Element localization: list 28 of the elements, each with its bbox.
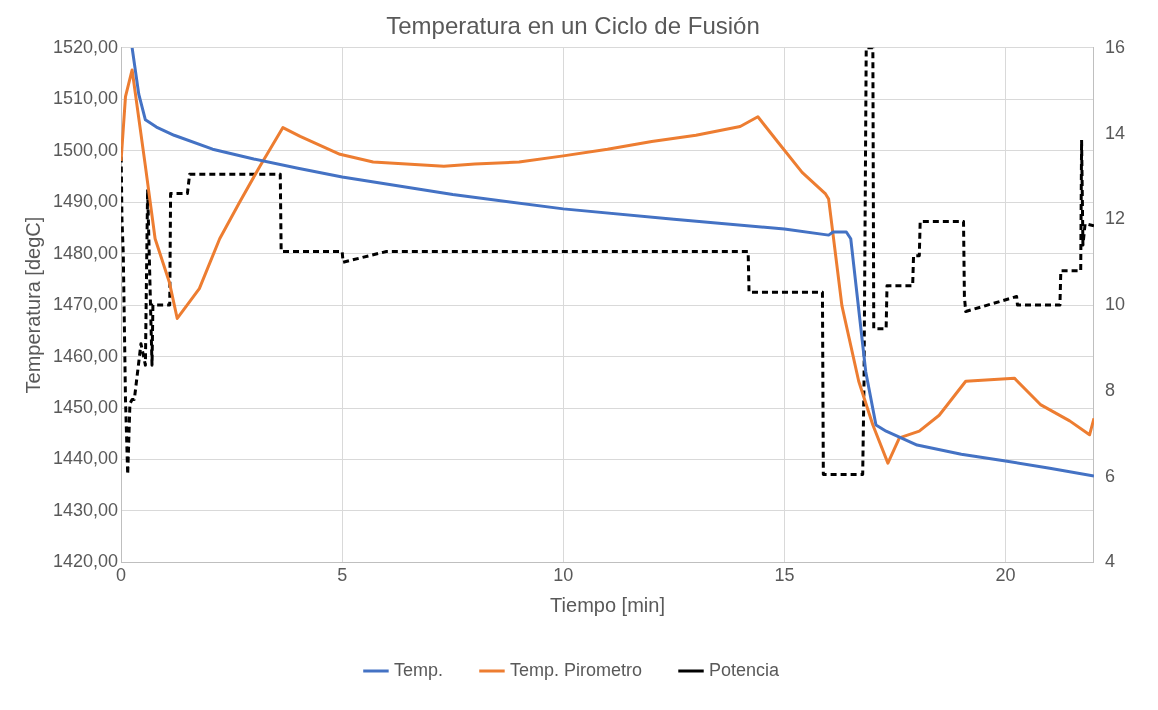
y-tick-label: 1490,00 [52,191,119,212]
y2-tick-label: 14 [1104,122,1126,143]
legend-label: Potencia [709,659,781,680]
y2-tick-label: 16 [1104,36,1126,57]
x-tick-label: 20 [995,565,1016,586]
y2-tick-label: 8 [1104,379,1115,400]
x-tick-label: 0 [116,565,127,586]
legend-label: Temp. Pirometro [509,659,643,680]
chart-title: Temperatura en un Ciclo de Fusión [386,12,760,40]
x-tick-label: 5 [337,565,348,586]
y-tick-label: 1510,00 [52,88,119,109]
y2-tick-label: 12 [1104,208,1126,229]
x-axis-title: Tiempo [min] [550,593,665,616]
y2-tick-label: 6 [1104,465,1115,486]
x-tick-label: 10 [553,565,574,586]
y2-tick-label: 4 [1104,551,1115,572]
legend-label: Temp. [393,659,443,680]
y2-tick-label: 10 [1104,294,1126,315]
y-tick-label: 1450,00 [52,396,119,417]
y-tick-label: 1460,00 [52,345,119,366]
y-tick-label: 1520,00 [52,36,119,57]
y-tick-label: 1430,00 [52,499,119,520]
y-tick-label: 1470,00 [52,294,119,315]
y-tick-label: 1500,00 [52,139,119,160]
y-axis-title: Temperatura [degC] [21,216,44,394]
y-tick-label: 1480,00 [52,242,119,263]
x-tick-label: 15 [774,565,795,586]
y-tick-label: 1440,00 [52,448,119,469]
